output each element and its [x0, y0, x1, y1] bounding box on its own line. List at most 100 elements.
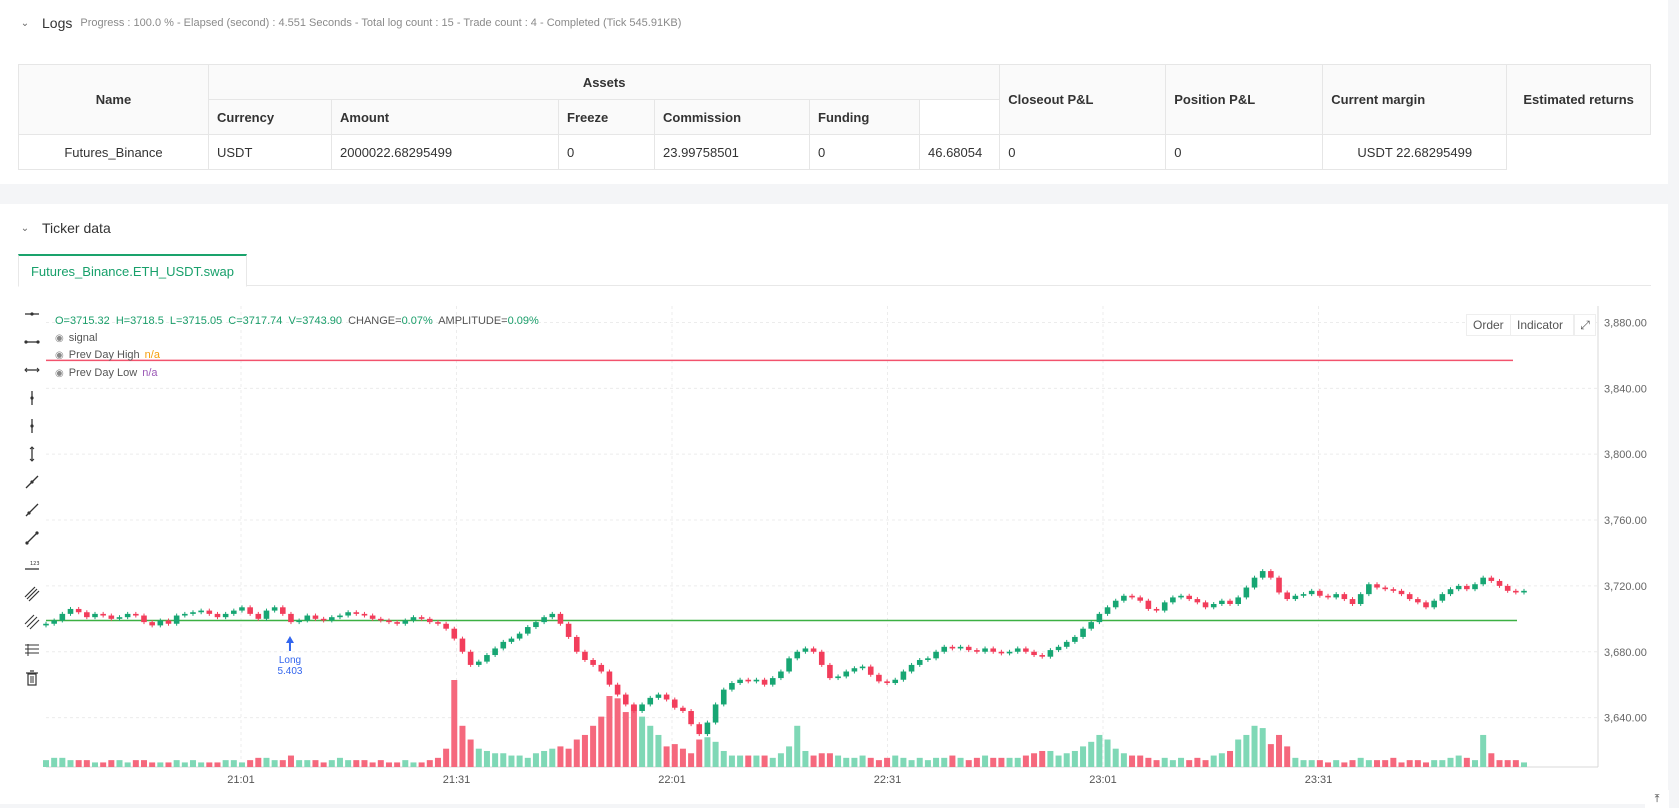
candle-body: [214, 613, 221, 618]
volume-bar: [238, 762, 245, 767]
volume-bar: [1512, 760, 1519, 767]
candle-body: [786, 658, 792, 672]
legend-prev-high[interactable]: ◉ Prev Day High n/a: [55, 349, 160, 361]
order-button[interactable]: Order: [1466, 314, 1511, 336]
candle-body: [206, 610, 213, 614]
volume-bar: [1071, 750, 1078, 767]
candle-body: [1194, 599, 1201, 603]
volume-bar: [59, 757, 66, 767]
candle-body: [516, 633, 523, 639]
volume-bar: [214, 762, 221, 767]
volume-bar: [271, 760, 278, 767]
parallel-channel-icon[interactable]: [20, 584, 44, 604]
volume-bar: [181, 762, 188, 767]
candle-body: [1349, 599, 1356, 605]
ohlc-low: L=3715.05: [169, 315, 223, 327]
chevron-down-icon[interactable]: ⌄: [20, 222, 30, 234]
candle-body: [247, 607, 253, 614]
candle-body: [475, 661, 482, 665]
trash-icon[interactable]: [20, 668, 44, 688]
price-label-icon[interactable]: 123: [20, 556, 44, 576]
candle-body: [1235, 597, 1241, 605]
volume-bar: [1047, 750, 1054, 767]
legend-signal[interactable]: ◉ signal: [55, 332, 97, 344]
tab-eth-usdt-swap[interactable]: Futures_Binance.ETH_USDT.swap: [18, 254, 247, 287]
volume-bar: [83, 760, 90, 767]
candle-body: [1112, 600, 1119, 608]
legend-prev-low-label: Prev Day Low: [68, 367, 138, 379]
volume-bar: [443, 748, 450, 767]
volume-bar: [581, 734, 588, 767]
eye-icon[interactable]: ◉: [55, 367, 64, 379]
horizontal-line-icon[interactable]: [20, 332, 44, 352]
candle-body: [198, 610, 204, 613]
logs-header[interactable]: ⌄ Logs Progress : 100.0 % - Elapsed (sec…: [18, 15, 682, 31]
segment-line-icon[interactable]: [20, 528, 44, 548]
candle-body: [508, 638, 515, 642]
candle-body: [288, 613, 294, 623]
volume-bar: [745, 755, 752, 767]
trend-line-icon[interactable]: [20, 472, 44, 492]
volume-bar: [769, 757, 776, 767]
fib-channel-icon[interactable]: [20, 612, 44, 632]
candle-body: [337, 615, 343, 618]
candle-body: [141, 615, 147, 623]
scroll-top-icon[interactable]: ⤒: [1645, 790, 1669, 808]
volume-bar: [630, 705, 637, 767]
candle-body: [451, 628, 458, 639]
candle-body: [533, 622, 539, 628]
fullscreen-icon[interactable]: ⤢: [1574, 314, 1596, 336]
candle-body: [998, 651, 1005, 654]
volume-bar: [1406, 760, 1413, 767]
candle-body: [239, 607, 245, 611]
volume-bar: [908, 760, 915, 767]
candle-body: [59, 613, 66, 621]
candle-body: [1415, 599, 1421, 603]
candle-body: [67, 608, 74, 614]
candle-body: [263, 610, 270, 619]
volume-bar: [116, 760, 123, 767]
volume-bar: [500, 753, 507, 767]
volume-bar: [1341, 762, 1348, 767]
eye-icon[interactable]: ◉: [55, 332, 64, 344]
volume-bar: [1333, 760, 1340, 767]
fib-retracement-icon[interactable]: [20, 640, 44, 660]
vertical-ray-icon[interactable]: [20, 388, 44, 408]
ticker-tabs: Futures_Binance.ETH_USDT.swap: [18, 254, 1651, 287]
indicator-button[interactable]: Indicator: [1510, 314, 1574, 336]
candle-body: [1447, 589, 1454, 595]
volume-bar: [1521, 762, 1527, 767]
volume-bar: [737, 755, 744, 767]
candle-body: [1480, 577, 1486, 585]
horizontal-ray-icon[interactable]: [20, 304, 44, 324]
volume-bar: [957, 757, 964, 767]
ray-line-icon[interactable]: [20, 500, 44, 520]
volume-bar: [492, 753, 499, 767]
volume-bar: [818, 753, 825, 767]
candle-body: [173, 615, 180, 624]
vertical-segment-icon[interactable]: [20, 444, 44, 464]
volume-bar: [990, 757, 997, 767]
volume-bar: [1382, 760, 1389, 767]
candle-body: [753, 679, 760, 682]
chevron-down-icon[interactable]: ⌄: [20, 17, 30, 29]
candle-body: [729, 683, 735, 690]
candle-body: [1496, 580, 1503, 586]
candle-body: [312, 615, 319, 619]
volume-bar: [1022, 755, 1029, 767]
candle-body: [1284, 592, 1290, 600]
candle-body: [75, 608, 82, 613]
ticker-header[interactable]: ⌄ Ticker data: [18, 220, 111, 236]
candle-body: [1055, 646, 1062, 651]
volume-bar: [345, 760, 352, 767]
vertical-line-icon[interactable]: [20, 416, 44, 436]
col-name: Name: [18, 64, 209, 135]
volume-bar: [1496, 760, 1503, 767]
eye-icon[interactable]: ◉: [55, 349, 64, 361]
legend-prev-low[interactable]: ◉ Prev Day Low n/a: [55, 367, 158, 379]
horizontal-segment-icon[interactable]: [20, 360, 44, 380]
candle-body: [1031, 651, 1037, 656]
legend-signal-label: signal: [68, 332, 98, 344]
cell-commission: 23.99758501: [654, 134, 810, 170]
